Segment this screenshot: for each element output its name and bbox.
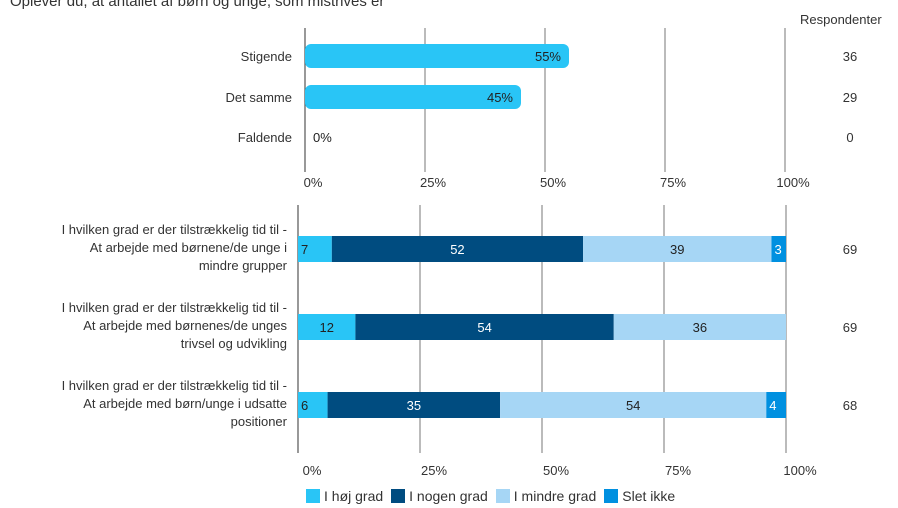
x-tick-chart2-2: 50% <box>543 463 569 478</box>
legend-swatch-i-mindre-grad <box>495 489 510 503</box>
bar-segment-slet-ikke-row-2 <box>766 392 786 418</box>
legend-label-i-nogen-grad: I nogen grad <box>409 488 488 504</box>
bar-segment-i-hoej-grad-row-2 <box>298 392 328 418</box>
x-tick-chart1-2: 50% <box>540 175 566 190</box>
x-tick-chart2-1: 25% <box>421 463 447 478</box>
legend-label-i-mindre-grad: I mindre grad <box>513 488 597 504</box>
bar-segment-i-hoej-grad-row-1 <box>298 314 356 340</box>
category-label-chart2-1-line-2: trivsel og udvikling <box>181 336 287 351</box>
legend: I høj grad I nogen grad I mindre grad Sl… <box>306 488 683 504</box>
data-label-i-nogen-grad-row-0: 52 <box>450 242 464 257</box>
legend-swatch-i-hoej-grad <box>306 489 320 503</box>
question-title: Oplever du, at antallet af børn og unge,… <box>10 0 385 10</box>
x-tick-chart1-0: 0% <box>304 175 323 190</box>
data-label-i-hoej-grad-row-2: 6 <box>301 398 308 413</box>
bar-chart1-0 <box>305 44 569 68</box>
category-label-chart1-1: Det samme <box>226 90 292 105</box>
data-label-i-nogen-grad-row-1: 54 <box>477 320 491 335</box>
category-label-chart2-1-line-0: I hvilken grad er der tilstrækkelig tid … <box>62 300 287 315</box>
legend-item-i-nogen-grad[interactable]: I nogen grad <box>391 488 488 504</box>
category-label-chart2-0-line-1: At arbejde med børnene/de unge i <box>90 240 287 255</box>
respondents-chart1-0: 36 <box>843 49 857 64</box>
legend-item-i-mindre-grad[interactable]: I mindre grad <box>495 488 597 504</box>
data-label-i-mindre-grad-row-0: 39 <box>670 242 684 257</box>
data-label-slet-ikke-row-2: 4 <box>769 398 776 413</box>
respondents-chart1-1: 29 <box>843 90 857 105</box>
legend-item-i-hoej-grad[interactable]: I høj grad <box>306 488 383 504</box>
category-label-chart2-1-line-1: At arbejde med børnenes/de unges <box>83 318 287 333</box>
x-tick-chart1-1: 25% <box>420 175 446 190</box>
category-label-chart2-0-line-0: I hvilken grad er der tilstrækkelig tid … <box>62 222 287 237</box>
category-label-chart1-0: Stigende <box>241 49 292 64</box>
respondents-chart2-0: 69 <box>843 242 857 257</box>
x-tick-chart2-4: 100% <box>783 463 817 478</box>
bar-segment-slet-ikke-row-0 <box>771 236 786 262</box>
x-tick-chart2-3: 75% <box>665 463 691 478</box>
bar-segment-i-nogen-grad-row-1 <box>355 314 614 340</box>
respondents-chart1-2: 0 <box>846 130 853 145</box>
data-label-chart1-1: 45% <box>487 90 513 105</box>
bar-segment-i-nogen-grad-row-2 <box>327 392 501 418</box>
data-label-i-mindre-grad-row-2: 54 <box>626 398 640 413</box>
x-tick-chart2-0: 0% <box>303 463 322 478</box>
legend-label-slet-ikke: Slet ikke <box>622 488 676 504</box>
legend-swatch-slet-ikke <box>604 489 619 503</box>
category-label-chart2-2-line-2: positioner <box>231 414 288 429</box>
legend-label-i-hoej-grad: I høj grad <box>324 488 384 504</box>
respondents-chart2-1: 69 <box>843 320 857 335</box>
x-tick-chart1-3: 75% <box>660 175 686 190</box>
data-label-slet-ikke-row-0: 3 <box>775 242 782 257</box>
data-label-chart1-0: 55% <box>535 49 561 64</box>
legend-swatch-i-nogen-grad <box>391 489 406 503</box>
data-label-i-hoej-grad-row-0: 7 <box>301 242 308 257</box>
bar-segment-i-mindre-grad-row-0 <box>583 236 772 262</box>
x-tick-chart1-4: 100% <box>776 175 810 190</box>
category-label-chart2-0-line-2: mindre grupper <box>199 258 288 273</box>
category-label-chart1-2: Faldende <box>238 130 292 145</box>
category-label-chart2-2-line-0: I hvilken grad er der tilstrækkelig tid … <box>62 378 287 393</box>
bar-segment-i-hoej-grad-row-0 <box>298 236 332 262</box>
data-label-chart1-2: 0% <box>313 130 332 145</box>
bar-chart1-1 <box>305 85 521 109</box>
respondents-chart2-2: 68 <box>843 398 857 413</box>
bar-segment-i-mindre-grad-row-1 <box>613 314 786 340</box>
respondents-header: Respondenter <box>800 12 882 27</box>
bar-segment-i-nogen-grad-row-0 <box>331 236 584 262</box>
data-label-i-hoej-grad-row-1: 12 <box>319 320 333 335</box>
data-label-i-mindre-grad-row-1: 36 <box>693 320 707 335</box>
data-label-i-nogen-grad-row-2: 35 <box>407 398 421 413</box>
legend-item-slet-ikke[interactable]: Slet ikke <box>604 488 675 504</box>
category-label-chart2-2-line-1: At arbejde med børn/unge i udsatte <box>83 396 287 411</box>
bar-segment-i-mindre-grad-row-2 <box>500 392 767 418</box>
